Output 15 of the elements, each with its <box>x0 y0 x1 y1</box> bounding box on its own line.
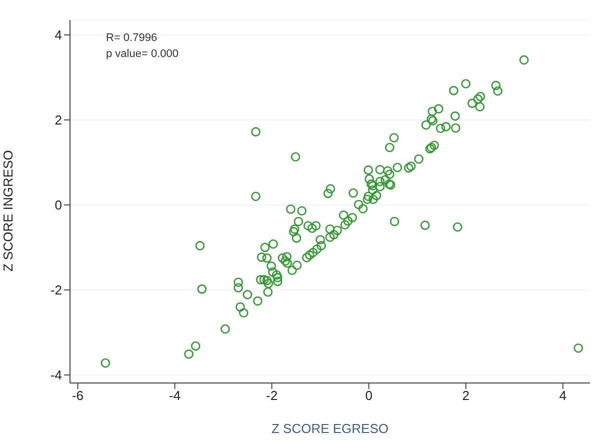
x-tick-label: -4 <box>168 388 181 404</box>
x-tick-label: -6 <box>72 388 84 404</box>
x-tick-label: 2 <box>462 388 470 404</box>
x-tick-label: 0 <box>365 388 372 404</box>
y-tick-label: -2 <box>50 282 62 298</box>
y-tick-label: 2 <box>54 112 62 128</box>
x-tick-label: 4 <box>559 388 566 404</box>
y-axis-title: Z SCORE INGRESO <box>0 150 16 272</box>
y-tick-label: -4 <box>50 368 62 383</box>
x-tick-label: -2 <box>266 388 278 404</box>
stat-note: p value= 0.000 <box>106 48 178 60</box>
x-axis-title: Z SCORE EGRESO <box>271 421 389 436</box>
stat-note: R= 0.7996 <box>106 32 158 44</box>
y-tick-label: 0 <box>54 198 62 213</box>
y-tick-label: 4 <box>54 27 62 42</box>
